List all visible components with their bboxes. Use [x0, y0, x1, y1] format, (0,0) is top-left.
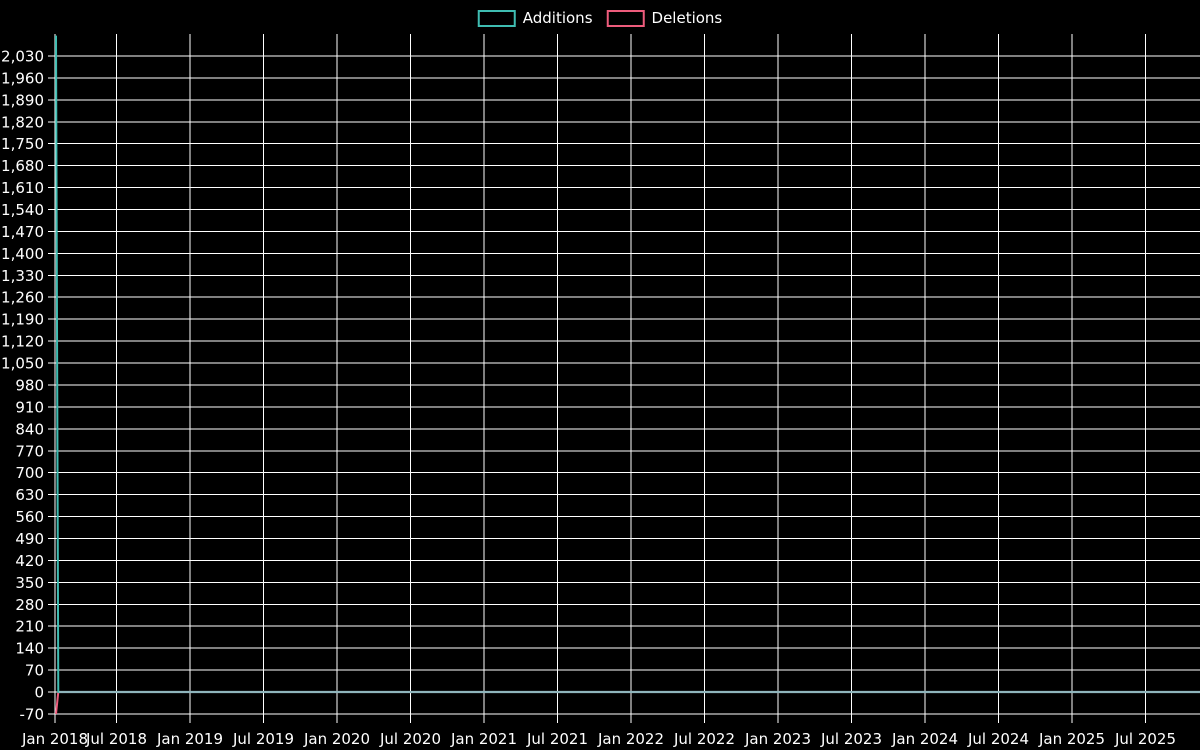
- y-tick-label: 1,470: [1, 223, 44, 241]
- y-tick-label: 840: [15, 420, 44, 438]
- y-tick-label: 560: [15, 508, 44, 526]
- y-tick-label: 1,750: [1, 135, 44, 153]
- legend-item-deletions[interactable]: Deletions: [606, 9, 723, 28]
- x-tick-label: Jul 2023: [820, 730, 882, 748]
- chart-legend: Additions Deletions: [477, 9, 723, 28]
- x-tick-label: Jul 2018: [85, 730, 147, 748]
- x-tick-label: Jul 2020: [379, 730, 441, 748]
- y-tick-label: 1,190: [1, 311, 44, 329]
- legend-item-additions[interactable]: Additions: [477, 9, 593, 28]
- x-tick-label: Jan 2019: [156, 730, 223, 748]
- x-tick-label: Jan 2020: [303, 730, 370, 748]
- y-tick-label: 770: [15, 442, 44, 460]
- y-tick-label: 140: [15, 640, 44, 658]
- x-tick-label: Jan 2021: [450, 730, 517, 748]
- y-tick-label: 980: [15, 376, 44, 394]
- x-tick-label: Jul 2024: [967, 730, 1029, 748]
- y-tick-label: 1,820: [1, 113, 44, 131]
- y-tick-label: -70: [20, 705, 45, 723]
- y-tick-label: 1,890: [1, 91, 44, 109]
- y-tick-label: 1,330: [1, 267, 44, 285]
- x-tick-label: Jan 2023: [744, 730, 811, 748]
- y-tick-label: 70: [25, 662, 44, 680]
- y-tick-label: 1,610: [1, 179, 44, 197]
- y-tick-label: 350: [15, 574, 44, 592]
- y-tick-label: 1,400: [1, 245, 44, 263]
- y-tick-label: 210: [15, 618, 44, 636]
- x-tick-label: Jul 2022: [673, 730, 735, 748]
- x-tick-label: Jul 2021: [526, 730, 588, 748]
- x-tick-label: Jul 2019: [232, 730, 294, 748]
- y-tick-label: 1,960: [1, 69, 44, 87]
- y-tick-label: 280: [15, 596, 44, 614]
- y-tick-label: 1,050: [1, 355, 44, 373]
- legend-additions-label: Additions: [522, 9, 593, 27]
- y-tick-label: 0: [34, 684, 44, 702]
- legend-deletions-label: Deletions: [651, 9, 723, 27]
- y-tick-label: 700: [15, 464, 44, 482]
- y-tick-label: 2,030: [1, 48, 44, 66]
- x-tick-label: Jan 2024: [891, 730, 958, 748]
- additions-swatch-icon: [477, 10, 516, 27]
- y-tick-label: 420: [15, 552, 44, 570]
- y-tick-label: 1,120: [1, 333, 44, 351]
- y-tick-label: 1,260: [1, 289, 44, 307]
- y-tick-label: 1,680: [1, 157, 44, 175]
- x-tick-label: Jan 2022: [597, 730, 664, 748]
- deletions-swatch-icon: [606, 10, 645, 27]
- x-tick-label: Jan 2018: [21, 730, 88, 748]
- series-line-deletions: [55, 691, 1200, 715]
- y-tick-label: 1,540: [1, 201, 44, 219]
- y-tick-label: 490: [15, 530, 44, 548]
- y-tick-label: 630: [15, 486, 44, 504]
- x-tick-label: Jul 2025: [1114, 730, 1176, 748]
- series-line-additions: [55, 35, 1200, 693]
- x-tick-label: Jan 2025: [1038, 730, 1105, 748]
- y-tick-label: 910: [15, 398, 44, 416]
